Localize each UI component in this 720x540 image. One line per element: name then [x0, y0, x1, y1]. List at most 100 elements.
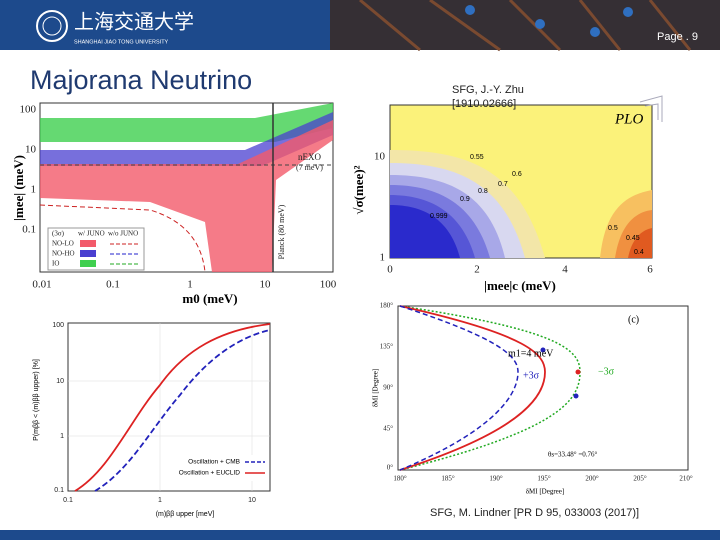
x-tick-label: 185° — [441, 475, 455, 483]
x-tick-label: 100 — [320, 279, 337, 291]
figure-3: 0.55 0.6 0.7 0.8 0.9 0.999 0.5 0.45 0.4 … — [351, 95, 663, 293]
annotation: −3σ — [598, 366, 615, 377]
x-tick-label: 180° — [393, 475, 407, 483]
x-tick-label: 1 — [158, 497, 162, 504]
legend-label: NO-LO — [52, 240, 74, 248]
y-tick-label: 0.1 — [54, 487, 64, 494]
figure-2: Oscillation + CMB Oscillation + EUCLID 1… — [33, 322, 271, 518]
x-tick-label: 0.1 — [63, 497, 73, 504]
contour-label: 0.9 — [460, 196, 470, 203]
annotation: +3σ — [523, 370, 540, 381]
annotation: (7 meV) — [296, 163, 323, 172]
cmb-curve — [94, 329, 271, 492]
legend-label: Oscillation + EUCLID — [179, 470, 241, 477]
legend-lines — [110, 243, 138, 265]
x-tick-label: 10 — [248, 497, 256, 504]
y-tick-label: 10 — [25, 144, 37, 156]
central-curve — [399, 305, 546, 471]
point — [573, 393, 579, 399]
legend-swatch — [80, 250, 96, 257]
y-tick-label: 10 — [56, 378, 64, 385]
header-beams — [359, 0, 692, 52]
y-tick-label: 180° — [380, 302, 394, 310]
panel-label: (c) — [628, 314, 639, 325]
annotation: θs=33.48° =0.76° — [548, 451, 598, 459]
x-tick-label: 6 — [647, 264, 653, 276]
y-tick-label: 90° — [383, 384, 393, 392]
legend-swatch — [80, 240, 96, 247]
y-tick-label: 1 — [60, 433, 64, 440]
contour-label: 0.55 — [470, 154, 484, 161]
logo-inner — [42, 16, 62, 36]
y-axis-label: |mee| (meV) — [11, 155, 26, 221]
y-tick-label: 0° — [387, 464, 394, 472]
x-tick-label: 190° — [489, 475, 503, 483]
io-band — [40, 103, 333, 142]
x-tick-label: 1 — [187, 279, 193, 291]
figure-4: (c) m1=4 meV +3σ −3σ θs=33.48° =0.76° 18… — [372, 302, 693, 496]
slide-title: Majorana Neutrino — [30, 65, 252, 95]
contour-label: 0.45 — [626, 235, 640, 242]
lower-curve — [399, 305, 519, 471]
legend-header: w/ JUNO — [78, 230, 105, 238]
contour-label: 0.999 — [430, 213, 448, 220]
y-tick-label: 45° — [383, 425, 393, 433]
annotation: m1=4 meV — [508, 348, 554, 359]
contour-label: 0.8 — [478, 188, 488, 195]
x-tick-label: 10 — [260, 279, 272, 291]
figure-1: nEXO (7 meV) Planck (80 meV) (3σ) w/ JUN… — [11, 102, 337, 306]
legend-label: IO — [52, 260, 59, 268]
dashed-boundary — [39, 204, 206, 273]
citation: SFG, J.-Y. Zhu — [452, 84, 524, 96]
y-tick-label: 1 — [31, 184, 37, 196]
y-tick-label: 10 — [374, 151, 386, 163]
panel-label: PLO — [614, 111, 644, 127]
legend-header: (3σ) — [52, 230, 65, 238]
y-axis-label: √σ(mee)² — [351, 165, 366, 214]
footer-bar — [0, 530, 720, 540]
citation: SFG, M. Lindner [PR D 95, 033003 (2017)] — [430, 507, 639, 519]
contour-label: 0.4 — [634, 249, 644, 256]
point — [540, 347, 546, 353]
x-tick-label: 2 — [474, 264, 480, 276]
legend-label: NO-HO — [52, 250, 75, 258]
y-tick-label: 100 — [20, 104, 37, 116]
no-ho-band — [40, 112, 333, 166]
annotation: nEXO — [298, 152, 321, 162]
header-lanterns — [465, 5, 633, 37]
y-tick-label: 1 — [380, 252, 386, 264]
x-axis-label: (m)ββ upper [meV] — [156, 511, 215, 518]
legend-header: w/o JUNO — [108, 230, 138, 238]
university-name-en: SHANGHAI JIAO TONG UNIVERSITY — [74, 39, 169, 45]
x-axis-label: m0 (meV) — [182, 291, 237, 306]
annotation: Planck (80 meV) — [277, 204, 286, 259]
y-axis-label: P(mββ < (m)ββ upper) [%] — [33, 359, 40, 441]
y-tick-label: 135° — [380, 343, 394, 351]
page-number: Page . 9 — [657, 31, 698, 43]
x-tick-label: 0.1 — [106, 279, 120, 291]
x-axis-label: δMI [Degree] — [526, 488, 564, 496]
no-lo-band — [40, 120, 333, 272]
x-tick-label: 0 — [387, 264, 393, 276]
logo — [36, 10, 68, 42]
x-tick-label: 195° — [537, 475, 551, 483]
contour — [390, 205, 460, 258]
legend-label: Oscillation + CMB — [188, 459, 240, 466]
x-tick-label: 210° — [679, 475, 693, 483]
contour — [628, 228, 652, 258]
contour-label: 0.7 — [498, 181, 508, 188]
contour-label: 0.6 — [512, 171, 522, 178]
legend-box — [190, 455, 268, 481]
x-tick-label: 4 — [562, 264, 568, 276]
x-tick-label: 0.01 — [32, 279, 51, 291]
euclid-curve — [74, 323, 271, 492]
y-axis-label: δMI [Degree] — [372, 369, 380, 407]
x-tick-label: 200° — [585, 475, 599, 483]
bracket-decoration — [639, 95, 663, 122]
plot-frame — [397, 305, 689, 471]
legend-swatch — [80, 260, 96, 267]
point — [575, 369, 581, 375]
citation: [1910.02666] — [452, 98, 516, 110]
university-name: 上海交通大学 — [74, 11, 194, 34]
